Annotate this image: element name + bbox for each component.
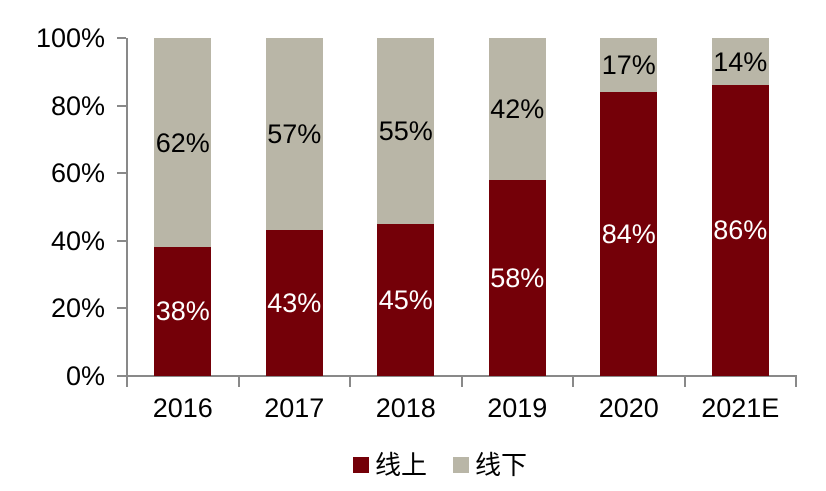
y-axis-tick-mark (117, 172, 126, 174)
legend-swatch-online-icon (352, 457, 369, 473)
x-axis-tick-mark (460, 376, 463, 387)
bar-segment-offline-2020 (600, 38, 658, 92)
y-axis-tick-mark (117, 37, 126, 39)
x-axis-label-2019: 2019 (487, 393, 548, 423)
x-axis-label-2017: 2017 (264, 393, 325, 423)
y-axis-tick-mark (117, 374, 126, 377)
x-axis-tick-mark (237, 376, 240, 387)
legend-label-online: 线上 (374, 450, 427, 480)
bar-label-online-2019: 58% (490, 262, 545, 293)
legend-item-online: 线上 (352, 449, 427, 481)
bar-segment-offline-2018 (377, 38, 435, 224)
bar-segment-online-2016 (154, 247, 212, 376)
legend-label-offline: 线下 (475, 450, 528, 480)
y-axis-tick-label: 20% (50, 293, 105, 323)
x-axis-tick-mark (572, 376, 574, 387)
x-axis-label-2020: 2020 (598, 393, 659, 423)
bar-label-online-2016: 38% (155, 296, 210, 327)
bar-label-online-2017: 43% (267, 287, 322, 318)
bar-label-online-2021E: 86% (713, 215, 768, 246)
y-axis-tick-label: 100% (35, 23, 105, 53)
x-axis-tick-mark (683, 376, 686, 387)
bar-label-offline-2020: 17% (601, 50, 656, 80)
y-axis-tick-mark (117, 239, 126, 242)
bar-segment-offline-2017 (265, 38, 323, 231)
bar-label-offline-2019: 42% (490, 93, 545, 124)
bar-segment-online-2019 (488, 179, 546, 376)
x-axis-label-2021E: 2021E (701, 393, 780, 423)
bar-segment-online-2018 (377, 223, 435, 376)
bar-label-online-2020: 84% (601, 218, 656, 249)
x-axis-tick-mark (795, 376, 797, 387)
x-axis-line (126, 374, 797, 377)
x-axis-label-2016: 2016 (152, 393, 213, 423)
bar-segment-online-2020 (600, 92, 658, 376)
x-axis-label-2018: 2018 (375, 393, 436, 423)
y-axis-tick-label: 60% (50, 158, 105, 188)
bar-label-offline-2018: 55% (378, 115, 433, 146)
x-axis-tick-mark (349, 376, 351, 387)
bar-segment-online-2021E (711, 85, 769, 376)
bar-segment-online-2017 (265, 230, 323, 376)
x-axis-tick-mark (126, 376, 128, 387)
y-axis-tick-label: 40% (50, 225, 105, 256)
legend-item-offline: 线下 (453, 449, 527, 481)
y-axis-tick-label: 80% (50, 90, 105, 121)
legend: 线上 线下 (70, 449, 810, 481)
bar-label-offline-2017: 57% (267, 119, 322, 150)
bar-segment-offline-2019 (488, 38, 546, 180)
legend-swatch-offline-icon (453, 457, 469, 473)
y-axis-tick-mark (117, 104, 126, 107)
y-axis-line (126, 38, 128, 376)
bar-segment-offline-2021E (711, 38, 769, 86)
y-axis-tick-label: 0% (65, 360, 105, 391)
bar-segment-offline-2016 (154, 38, 212, 248)
bar-label-online-2018: 45% (378, 284, 433, 315)
bar-label-offline-2021E: 14% (713, 46, 768, 77)
bar-label-offline-2016: 62% (155, 127, 210, 158)
y-axis-tick-mark (117, 307, 126, 309)
